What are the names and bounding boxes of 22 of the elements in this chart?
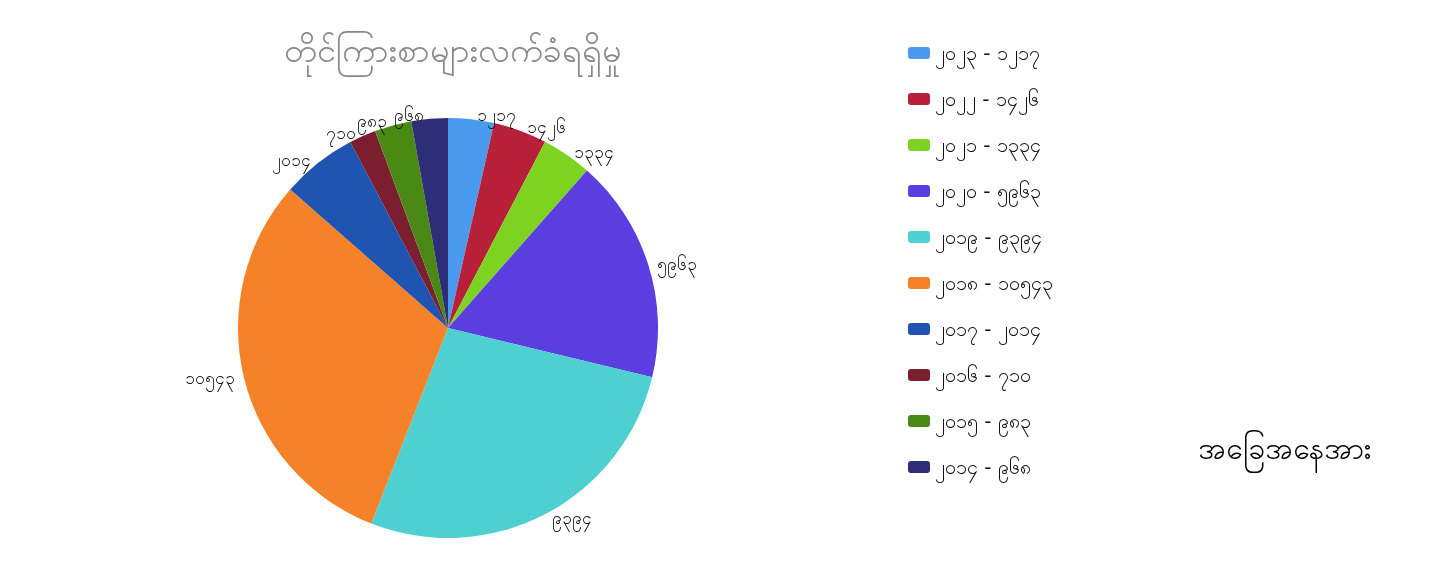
legend-label: ၂၀၁၅ - ၉၈၃ xyxy=(935,409,1031,437)
legend-label: ၂၀၁၈ - ၁၀၅၄၃ xyxy=(935,271,1053,299)
legend-label: ၂၀၂၂ - ၁၄၂၆ xyxy=(935,87,1039,115)
data-label: ၁၂၁၇ xyxy=(476,105,516,130)
legend-title: အခြေအနေအား xyxy=(1198,429,1371,473)
data-label: ၅၉၆၃ xyxy=(657,253,698,278)
legend-label: ၂၀၂၁ - ၁၃၃၄ xyxy=(935,133,1041,161)
legend-label: ၂၀၁၆ - ၇၁၀ xyxy=(935,363,1031,391)
legend-label: ၂၀၂၀ - ၅၉၆၃ xyxy=(935,179,1041,207)
data-label: ၇၁၀ xyxy=(325,122,356,147)
data-label: ၁၀၅၄၃ xyxy=(185,368,236,393)
data-label: ၉၃၉၄ xyxy=(551,507,592,532)
data-label: ၁၃၃၄ xyxy=(574,141,615,166)
data-label: ၉၈၃ xyxy=(356,111,387,136)
chart-title: တိုင်ကြားစာများလက်ခံရရှိမှု xyxy=(284,30,622,77)
legend-label: ၂၀၁၉ - ၉၃၉၄ xyxy=(935,225,1042,253)
legend-label: ၂၀၂၃ - ၁၂၁၇ xyxy=(935,41,1040,69)
data-label: ၂၀၁၄ xyxy=(271,149,311,174)
data-label: ၁၄၂၆ xyxy=(526,117,566,142)
legend-label: ၂၀၁၇ - ၂၀၁၄ xyxy=(935,317,1041,345)
data-label: ၉၆၈ xyxy=(394,104,425,129)
legend-label: ၂၀၁၄ - ၉၆၈ xyxy=(935,455,1031,483)
